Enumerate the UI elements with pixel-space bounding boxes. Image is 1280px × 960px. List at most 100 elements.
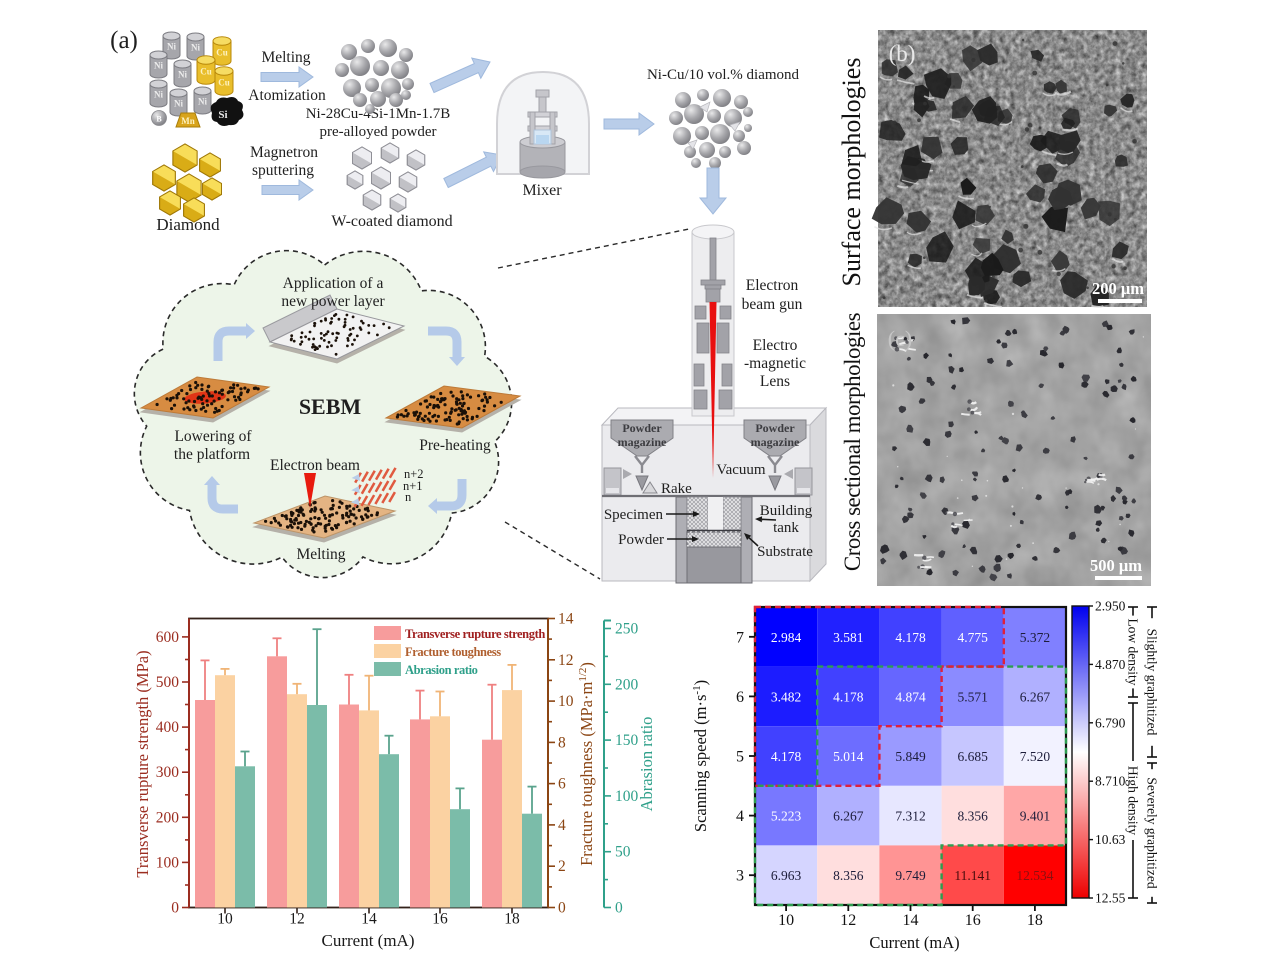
svg-text:12: 12 — [558, 652, 574, 669]
svg-text:100: 100 — [156, 854, 180, 871]
svg-text:14: 14 — [361, 911, 377, 928]
svg-text:Fracture toughness (MPa·m1/2): Fracture toughness (MPa·m1/2) — [577, 662, 596, 866]
svg-text:3.482: 3.482 — [771, 689, 801, 704]
svg-text:Mn: Mn — [181, 116, 195, 126]
svg-text:4.178: 4.178 — [895, 630, 926, 645]
svg-text:8.356: 8.356 — [958, 809, 989, 824]
svg-text:Surface morphologies: Surface morphologies — [837, 58, 866, 287]
svg-text:150: 150 — [615, 732, 639, 749]
svg-text:Cross sectional morphologies: Cross sectional morphologies — [840, 312, 865, 571]
svg-text:4.870: 4.870 — [1095, 657, 1126, 672]
svg-text:Ni: Ni — [191, 43, 200, 53]
svg-text:Current (mA): Current (mA) — [869, 933, 959, 952]
svg-text:sputtering: sputtering — [252, 162, 314, 179]
svg-text:9.749: 9.749 — [895, 868, 926, 883]
svg-text:10: 10 — [778, 912, 794, 929]
svg-text:Ni: Ni — [154, 61, 163, 71]
svg-text:Pre-heating: Pre-heating — [419, 437, 491, 454]
svg-text:Lens: Lens — [760, 373, 790, 390]
svg-text:Atomization: Atomization — [248, 87, 326, 104]
svg-text:Substrate: Substrate — [757, 544, 813, 560]
svg-text:Fracture toughness: Fracture toughness — [405, 645, 501, 659]
svg-text:0: 0 — [558, 900, 566, 917]
svg-text:9.401: 9.401 — [1020, 809, 1050, 824]
svg-text:5.223: 5.223 — [771, 809, 802, 824]
svg-text:magazine: magazine — [618, 435, 667, 449]
svg-text:n: n — [405, 490, 412, 504]
svg-text:300: 300 — [156, 764, 180, 781]
svg-text:Specimen: Specimen — [604, 507, 664, 523]
svg-text:18: 18 — [1027, 912, 1043, 929]
svg-text:250: 250 — [615, 621, 639, 638]
svg-text:(a): (a) — [110, 27, 138, 54]
svg-text:7: 7 — [736, 629, 744, 646]
svg-text:Low density: Low density — [1126, 618, 1141, 685]
svg-text:Electron beam: Electron beam — [270, 457, 360, 474]
svg-text:Transverse rupture strength (M: Transverse rupture strength (MPa) — [133, 650, 152, 877]
svg-text:Powder: Powder — [618, 532, 664, 548]
svg-text:Cu: Cu — [216, 47, 228, 57]
svg-text:pre-alloyed powder: pre-alloyed powder — [319, 124, 436, 140]
svg-text:Scanning speed (m·s-1): Scanning speed (m·s-1) — [691, 680, 710, 832]
svg-text:7.520: 7.520 — [1020, 749, 1051, 764]
svg-text:Ni-28Cu-4Si-1Mn-1.7B: Ni-28Cu-4Si-1Mn-1.7B — [306, 106, 451, 122]
svg-text:beam gun: beam gun — [742, 296, 803, 313]
svg-text:Severely graphitized: Severely graphitized — [1145, 777, 1160, 889]
svg-text:Ni: Ni — [167, 42, 176, 52]
svg-text:5.849: 5.849 — [895, 749, 926, 764]
svg-text:Ni: Ni — [174, 99, 183, 109]
svg-text:-magnetic: -magnetic — [744, 355, 806, 372]
svg-text:6: 6 — [736, 689, 744, 706]
svg-text:6.267: 6.267 — [833, 809, 864, 824]
svg-text:Rake: Rake — [661, 481, 692, 497]
svg-text:7.312: 7.312 — [895, 809, 925, 824]
svg-text:10: 10 — [217, 911, 233, 928]
svg-text:16: 16 — [432, 911, 448, 928]
svg-text:0: 0 — [171, 900, 179, 917]
svg-text:n+2: n+2 — [404, 467, 424, 481]
svg-text:Cu: Cu — [200, 66, 212, 76]
svg-text:Electron: Electron — [746, 277, 799, 294]
svg-text:Slightly graphitized: Slightly graphitized — [1145, 629, 1160, 736]
svg-text:6.267: 6.267 — [1020, 689, 1051, 704]
svg-text:the platform: the platform — [174, 446, 250, 463]
svg-text:Powder: Powder — [755, 421, 795, 435]
svg-text:Application of a: Application of a — [283, 275, 384, 292]
svg-text:4: 4 — [736, 808, 744, 825]
svg-text:100: 100 — [615, 788, 639, 805]
svg-text:14: 14 — [903, 912, 919, 929]
svg-text:Melting: Melting — [261, 49, 310, 66]
svg-text:Si: Si — [218, 109, 227, 121]
svg-text:Abrasion ratio: Abrasion ratio — [637, 717, 656, 812]
svg-text:Building: Building — [760, 503, 813, 519]
svg-text:5: 5 — [736, 749, 744, 766]
svg-text:Transverse rupture strength: Transverse rupture strength — [405, 627, 545, 641]
svg-text:50: 50 — [615, 844, 631, 861]
svg-text:Powder: Powder — [622, 421, 662, 435]
svg-text:Cu: Cu — [218, 77, 230, 87]
svg-text:200 μm: 200 μm — [1092, 279, 1144, 298]
svg-text:n+1: n+1 — [403, 479, 423, 493]
svg-text:8.710: 8.710 — [1095, 774, 1126, 789]
svg-text:High density: High density — [1126, 766, 1141, 836]
svg-text:3.581: 3.581 — [833, 630, 863, 645]
svg-text:200: 200 — [615, 676, 639, 693]
svg-text:4.775: 4.775 — [958, 630, 989, 645]
svg-text:8: 8 — [558, 734, 566, 751]
svg-text:4: 4 — [558, 817, 566, 834]
svg-text:Ni: Ni — [198, 97, 207, 107]
svg-text:Diamond: Diamond — [156, 215, 220, 234]
svg-text:Vacuum: Vacuum — [716, 462, 765, 478]
svg-text:10: 10 — [558, 693, 574, 710]
svg-text:Lowering of: Lowering of — [174, 428, 252, 445]
svg-text:W-coated diamond: W-coated diamond — [331, 213, 452, 230]
svg-text:2.950: 2.950 — [1095, 599, 1126, 614]
svg-text:600: 600 — [156, 629, 180, 646]
svg-text:200: 200 — [156, 809, 180, 826]
svg-text:SEBM: SEBM — [299, 394, 362, 419]
svg-text:12.534: 12.534 — [1016, 868, 1053, 883]
svg-text:400: 400 — [156, 719, 180, 736]
svg-text:6.963: 6.963 — [771, 868, 802, 883]
svg-text:6: 6 — [558, 776, 566, 793]
svg-text:500: 500 — [156, 674, 180, 691]
